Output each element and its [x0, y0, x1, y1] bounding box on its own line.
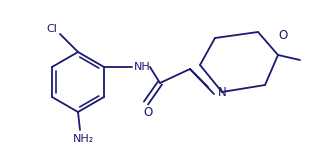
- Text: NH₂: NH₂: [72, 134, 94, 144]
- Text: N: N: [218, 86, 226, 98]
- Text: O: O: [143, 106, 153, 119]
- Text: NH: NH: [134, 62, 150, 72]
- Text: Cl: Cl: [46, 24, 58, 34]
- Text: O: O: [278, 29, 288, 42]
